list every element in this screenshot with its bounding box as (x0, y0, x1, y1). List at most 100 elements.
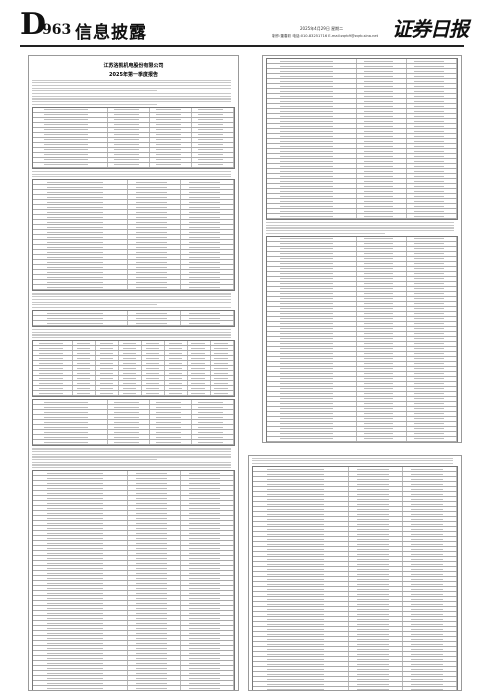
table-cell (181, 220, 235, 225)
table-cell (128, 636, 181, 641)
table-cell (357, 109, 407, 113)
table-row (253, 497, 457, 503)
table-cell (33, 240, 128, 245)
text-line (32, 298, 231, 300)
table-cell (33, 676, 128, 681)
table-cell (357, 286, 407, 291)
table-cell (349, 567, 404, 572)
table-cell (357, 306, 407, 311)
table-cell (119, 366, 143, 371)
table-cell (253, 552, 350, 557)
table-row (33, 162, 235, 168)
table-cell (403, 627, 457, 632)
table-row (253, 602, 457, 608)
table-cell (349, 587, 404, 592)
table-cell (357, 301, 407, 306)
table-cell (357, 331, 407, 336)
table-cell (119, 376, 143, 381)
table-cell (33, 651, 128, 656)
table-cell (267, 436, 357, 441)
table-cell (128, 611, 181, 616)
table-cell (357, 134, 407, 138)
table (32, 399, 235, 447)
table-cell (128, 511, 181, 516)
table-cell (403, 652, 457, 657)
table-cell (253, 667, 350, 672)
table-row (267, 189, 457, 194)
text-line (32, 95, 231, 97)
table-cell (253, 507, 350, 512)
table-cell (96, 351, 120, 356)
table-row (267, 184, 457, 189)
table-row (267, 194, 457, 199)
text-line (32, 170, 231, 173)
table-cell (128, 506, 181, 511)
table-cell (253, 617, 350, 622)
table-cell (33, 321, 128, 326)
table-cell (73, 391, 97, 396)
table-cell (128, 571, 181, 576)
table-cell (253, 497, 350, 502)
text-line (32, 98, 231, 100)
table-cell (128, 631, 181, 636)
table-cell (181, 591, 235, 596)
table-cell (181, 205, 235, 210)
text-line (32, 301, 231, 303)
table-cell (165, 361, 189, 366)
table-cell (267, 281, 357, 286)
table-row (253, 542, 457, 548)
table-row (33, 506, 235, 512)
table-cell (403, 637, 457, 642)
table-cell (150, 415, 192, 420)
table-cell (181, 676, 235, 681)
text-line (266, 232, 385, 234)
table-cell (128, 205, 181, 210)
page-number: 963 (42, 22, 72, 38)
table-cell (403, 672, 457, 677)
table-cell (267, 109, 357, 113)
table-cell (33, 341, 74, 346)
table-cell (407, 371, 457, 376)
table-row (33, 190, 235, 196)
table-cell (407, 381, 457, 386)
table-row (33, 210, 235, 216)
table-cell (33, 410, 108, 415)
table-cell (96, 381, 120, 386)
table-cell (407, 441, 457, 442)
table-cell (192, 137, 235, 142)
table-cell (267, 371, 357, 376)
table-cell (407, 174, 457, 178)
table-cell (349, 632, 404, 637)
table-cell (108, 425, 150, 430)
table-cell (267, 169, 357, 173)
table-cell (253, 577, 350, 582)
table-cell (192, 410, 235, 415)
table-cell (403, 647, 457, 652)
table-cell (181, 666, 235, 671)
table-cell (142, 386, 166, 391)
table-cell (128, 626, 181, 631)
table-cell (181, 621, 235, 626)
table-row (267, 69, 457, 74)
table-cell (267, 441, 357, 442)
table-cell (33, 205, 128, 210)
table-row (33, 616, 235, 622)
text-line (32, 448, 231, 450)
text-line (32, 467, 231, 469)
table-row (33, 240, 235, 246)
table-cell (165, 386, 189, 391)
table-cell (267, 276, 357, 281)
table-cell (33, 157, 108, 162)
table-cell (96, 391, 120, 396)
table-cell (407, 251, 457, 256)
table-cell (108, 127, 150, 132)
table-cell (407, 74, 457, 78)
table-row (253, 687, 457, 690)
table-row (267, 214, 457, 219)
table-cell (357, 159, 407, 163)
table-cell (407, 79, 457, 83)
table-row (33, 410, 235, 416)
table-cell (181, 240, 235, 245)
table-row (33, 430, 235, 436)
table-cell (407, 114, 457, 118)
